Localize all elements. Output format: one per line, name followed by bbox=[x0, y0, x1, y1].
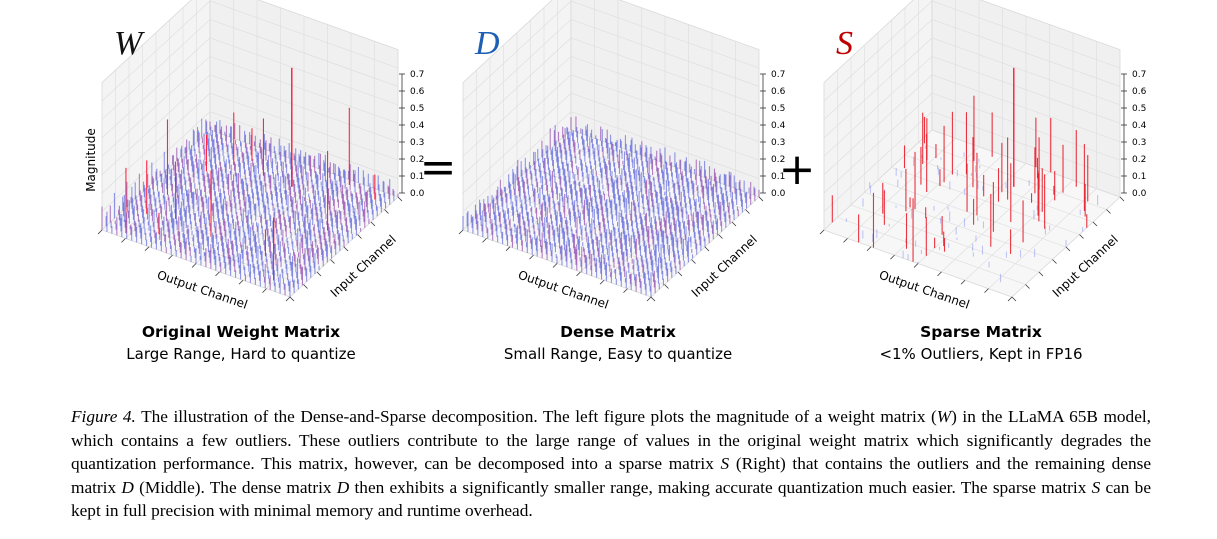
plus-sign: + bbox=[779, 144, 816, 195]
z-tick-label: 0.2 bbox=[1132, 155, 1146, 165]
matrix-symbol: D bbox=[474, 25, 500, 62]
caption-text-1: The illustration of the Dense-and-Sparse… bbox=[135, 407, 937, 426]
caption-text-5: then exhibits a significantly smaller ra… bbox=[349, 477, 1092, 497]
floor-edge-ticks bbox=[819, 196, 1125, 302]
panel-dense-title: Dense Matrix bbox=[560, 323, 676, 341]
z-axis-ticks: 0.0 0.1 0.2 0.3 0.4 0.5 0.6 0.7 bbox=[1121, 70, 1147, 199]
caption-symbol-w: W bbox=[936, 407, 952, 426]
z-tick-label: 0.5 bbox=[1132, 104, 1146, 114]
caption-symbol-d-2: D bbox=[336, 477, 350, 497]
floor-edge-ticks bbox=[458, 196, 764, 302]
z-tick-label: 0.0 bbox=[1132, 189, 1147, 199]
z-tick-label: 0.6 bbox=[771, 87, 786, 97]
equals-sign: = bbox=[420, 142, 457, 193]
z-tick-label: 0.2 bbox=[771, 155, 785, 165]
matrix-symbol: S bbox=[836, 25, 853, 62]
z-axis-ticks: 0.0 0.1 0.2 0.3 0.4 0.5 0.6 0.7 bbox=[399, 70, 425, 199]
z-tick-label: 0.5 bbox=[410, 104, 424, 114]
z-axis-ticks: 0.0 0.1 0.2 0.3 0.4 0.5 0.6 0.7 bbox=[760, 70, 786, 199]
z-tick-label: 0.7 bbox=[771, 70, 785, 80]
magnitude-spikes bbox=[831, 67, 1099, 283]
z-tick-label: 0.4 bbox=[771, 121, 786, 131]
panel-original-title: Original Weight Matrix bbox=[141, 323, 341, 341]
z-axis-label: Magnitude bbox=[84, 128, 98, 192]
z-tick-label: 0.4 bbox=[410, 121, 425, 131]
z-tick-label: 0.2 bbox=[410, 155, 424, 165]
z-tick-label: 0.6 bbox=[1132, 87, 1147, 97]
z-tick-label: 0.1 bbox=[771, 172, 785, 182]
z-tick-label: 0.0 bbox=[771, 189, 786, 199]
figure-caption: Figure 4. The illustration of the Dense-… bbox=[71, 405, 1151, 523]
z-tick-label: 0.1 bbox=[1132, 172, 1146, 182]
z-tick-label: 0.3 bbox=[1132, 138, 1146, 148]
z-tick-label: 0.4 bbox=[1132, 121, 1147, 131]
caption-symbol-s-2: S bbox=[1091, 477, 1101, 497]
z-tick-label: 0.0 bbox=[410, 189, 425, 199]
z-tick-label: 0.1 bbox=[410, 172, 424, 182]
grid-lines bbox=[823, 0, 1121, 289]
magnitude-spikes bbox=[101, 67, 399, 297]
figure-label: Figure 4. bbox=[71, 407, 136, 426]
caption-text-6: can be kept in full precision with minim… bbox=[71, 477, 1151, 521]
z-tick-label: 0.7 bbox=[1132, 70, 1146, 80]
panel-sparse-title: Sparse Matrix bbox=[920, 323, 1042, 341]
magnitude-spikes bbox=[462, 116, 760, 297]
caption-text-2: ) in the LLaMA 65B model, which contains… bbox=[71, 407, 1151, 473]
z-tick-label: 0.5 bbox=[771, 104, 785, 114]
z-tick-label: 0.6 bbox=[410, 87, 425, 97]
panel-dense-subtitle: Small Range, Easy to quantize bbox=[503, 345, 733, 363]
z-tick-label: 0.7 bbox=[410, 70, 424, 80]
matrix-symbol: W bbox=[114, 25, 145, 62]
z-tick-label: 0.3 bbox=[410, 138, 424, 148]
z-tick-label: 0.3 bbox=[771, 138, 785, 148]
caption-symbol-d: D bbox=[121, 477, 134, 497]
caption-symbol-s: S bbox=[720, 454, 730, 473]
floor-edge-ticks bbox=[97, 196, 403, 302]
panel-sparse-subtitle: <1% Outliers, Kept in FP16 bbox=[879, 345, 1083, 363]
caption-text-3: (Right) that contains the outliers and t… bbox=[71, 454, 1151, 497]
caption-text-4: (Middle). The dense matrix bbox=[133, 477, 337, 497]
panel-original-subtitle: Large Range, Hard to quantize bbox=[126, 345, 356, 363]
